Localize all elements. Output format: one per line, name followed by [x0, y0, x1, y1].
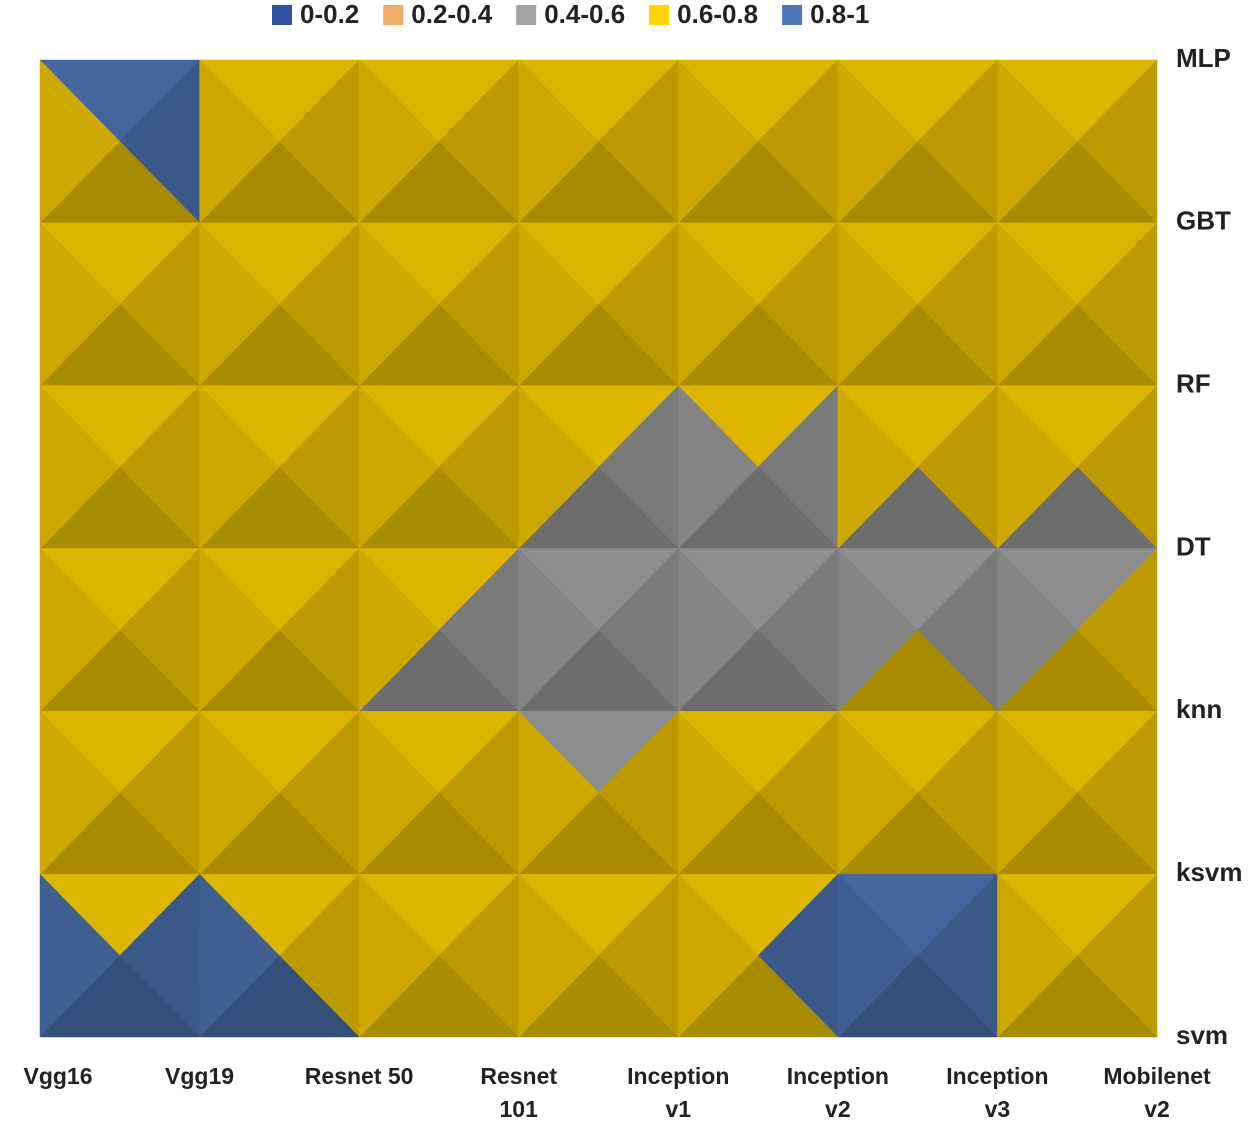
legend-label: 0.8-1: [810, 0, 869, 29]
surface-facet: [837, 222, 918, 387]
surface-facet: [358, 222, 440, 387]
surface-facet: [678, 710, 759, 875]
x-tick-label: Resnet 101: [480, 1063, 558, 1122]
surface-facet: [518, 222, 599, 387]
legend-swatch: [516, 5, 537, 25]
surface-facet: [358, 547, 440, 712]
surface-facet: [837, 873, 918, 1038]
y-tick-label: ksvm: [1176, 857, 1243, 887]
surface-facet: [199, 547, 280, 712]
surface-facet: [678, 59, 759, 224]
x-tick-label: Vgg19: [165, 1063, 235, 1089]
legend-swatch: [782, 5, 803, 25]
legend-swatch: [649, 5, 670, 25]
surface-facet: [39, 710, 121, 875]
surface-facet: [997, 547, 1078, 712]
x-tick-label: Inception v3: [946, 1063, 1049, 1122]
surface-facet: [837, 59, 918, 224]
surface-facet: [678, 222, 759, 387]
surface-facet: [199, 710, 280, 875]
surface-facet: [358, 385, 440, 550]
surface-facet: [837, 547, 918, 712]
y-tick-label: svm: [1176, 1020, 1228, 1050]
surface-facet: [997, 710, 1078, 875]
x-tick-label: Resnet 50: [304, 1063, 414, 1089]
x-tick-label: Mobilenet v2: [1103, 1063, 1211, 1122]
surface-facet: [997, 59, 1078, 224]
surface-facet: [358, 873, 440, 1038]
surface-facet: [837, 710, 918, 875]
surface-facet: [518, 710, 599, 875]
surface-facet: [518, 873, 599, 1038]
surface-facet: [837, 385, 918, 550]
y-tick-label: RF: [1176, 369, 1211, 399]
legend-swatch: [272, 5, 292, 25]
y-tick-label: DT: [1176, 531, 1211, 561]
surface-facet: [199, 385, 280, 550]
legend-label: 0-0.2: [300, 0, 359, 29]
surface-facet: [997, 222, 1078, 387]
legend-swatch: [383, 5, 404, 25]
surface-facet: [518, 385, 599, 550]
x-tick-label: Inception v1: [627, 1063, 730, 1122]
surface-facet: [199, 222, 280, 387]
legend-label: 0.2-0.4: [411, 0, 492, 29]
surface-facet: [997, 385, 1078, 550]
surface-facet: [518, 59, 599, 224]
surface-facet: [39, 222, 121, 387]
surface-facet: [678, 873, 759, 1038]
surface-facet: [39, 59, 121, 224]
y-tick-label: MLP: [1176, 43, 1231, 73]
surface-facet: [199, 873, 280, 1038]
x-tick-label: Inception v2: [786, 1063, 889, 1122]
legend-label: 0.6-0.8: [677, 0, 758, 29]
surface-facet: [518, 547, 599, 712]
surface-facet: [358, 59, 440, 224]
surface-facet: [199, 59, 280, 224]
surface-facet: [997, 873, 1078, 1038]
surface-facet: [358, 710, 440, 875]
x-tick-label: Vgg16: [23, 1063, 93, 1089]
surface-facet: [39, 385, 121, 550]
legend-label: 0.4-0.6: [544, 0, 625, 29]
surface-facet: [678, 385, 759, 550]
surface-facet: [39, 873, 121, 1038]
surface-facet: [39, 547, 121, 712]
surface-facet: [678, 547, 759, 712]
y-tick-label: knn: [1176, 694, 1222, 724]
y-tick-label: GBT: [1176, 206, 1231, 236]
